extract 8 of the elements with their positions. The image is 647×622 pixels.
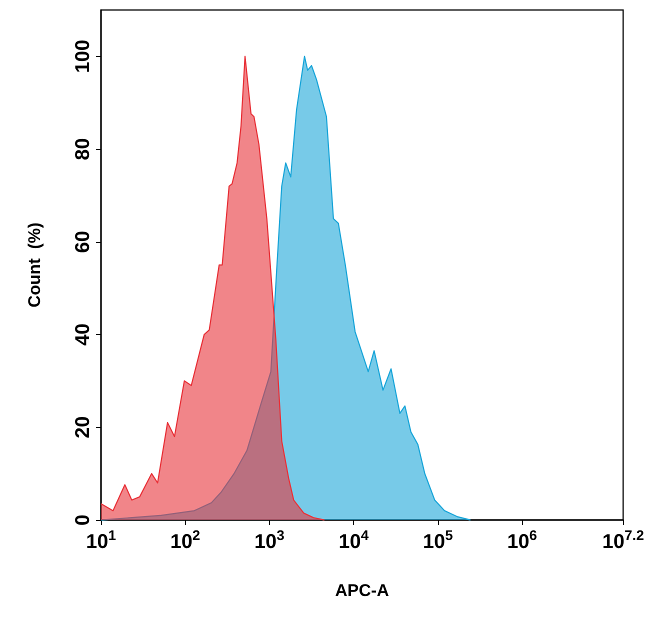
y-tick-label: 100 <box>72 40 94 74</box>
y-tick-label: 40 <box>72 323 94 346</box>
y-tick-label: 0 <box>72 514 94 526</box>
y-axis-title: Count (%) <box>25 222 44 308</box>
x-axis-title: APC-A <box>335 581 389 600</box>
y-tick-label: 60 <box>72 230 94 253</box>
y-tick-label: 80 <box>72 138 94 160</box>
y-tick-label: 20 <box>72 416 94 438</box>
